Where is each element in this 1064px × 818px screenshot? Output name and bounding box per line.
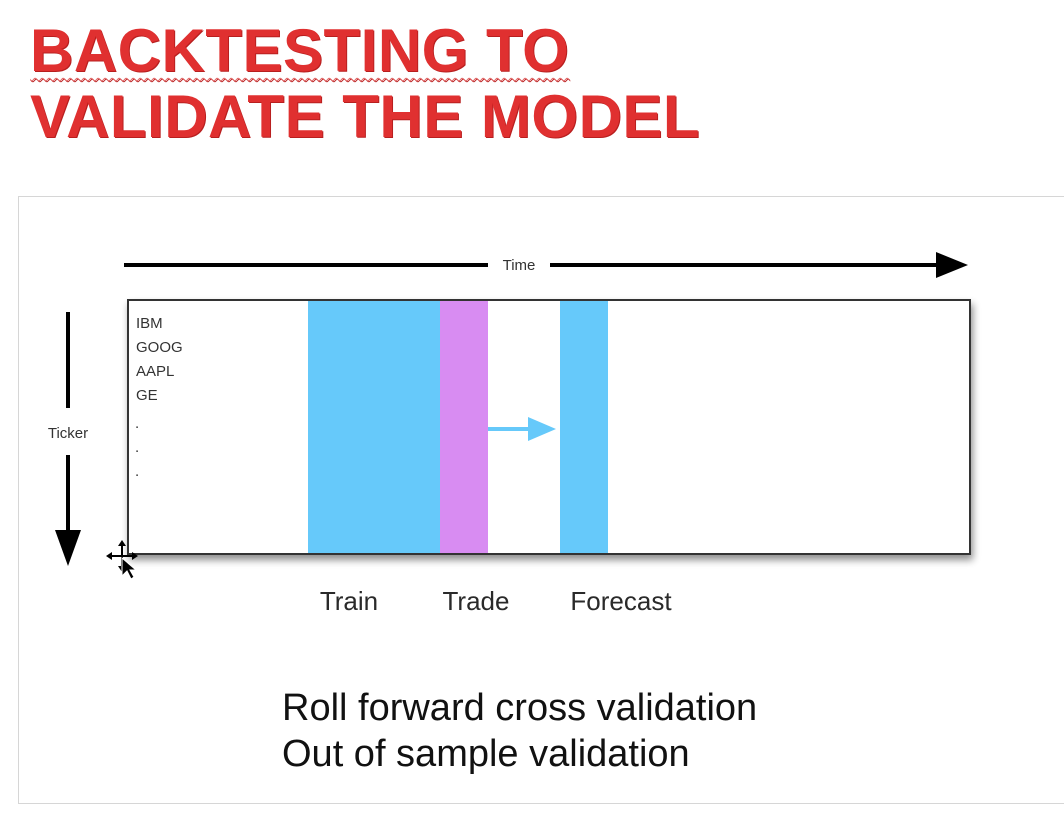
- caption-line-1: Roll forward cross validation: [282, 687, 757, 729]
- trade-window: [440, 300, 488, 554]
- slide-title: BACKTESTING TO VALIDATE THE MODEL: [30, 18, 700, 150]
- ticker-list: IBM GOOG AAPL GE . . .: [135, 315, 183, 480]
- ticker-axis-arrowhead-icon: [55, 530, 81, 566]
- slide-title-line-2: VALIDATE THE MODEL: [30, 83, 701, 150]
- train-label: Train: [320, 586, 378, 616]
- caption: Roll forward cross validation Out of sam…: [282, 687, 757, 775]
- ticker-axis: Ticker: [48, 312, 88, 566]
- ticker-item: GOOG: [136, 339, 183, 356]
- trade-to-forecast-arrow-icon: [488, 417, 556, 441]
- ticker-item: AAPL: [136, 363, 174, 380]
- ticker-ellipsis: .: [135, 415, 139, 432]
- ticker-item: IBM: [136, 315, 163, 332]
- window-labels: Train Trade Forecast: [320, 586, 672, 616]
- forecast-label: Forecast: [570, 586, 672, 616]
- ticker-axis-label: Ticker: [48, 425, 88, 442]
- caption-line-2: Out of sample validation: [282, 733, 690, 775]
- trade-label: Trade: [443, 586, 510, 616]
- time-axis: Time: [124, 252, 968, 278]
- move-cursor-icon: [106, 540, 138, 580]
- time-axis-arrowhead-icon: [936, 252, 968, 278]
- ticker-ellipsis: .: [135, 439, 139, 456]
- forecast-window: [560, 300, 608, 554]
- train-window: [308, 300, 440, 554]
- ticker-time-box-border: [127, 299, 971, 555]
- time-axis-label: Time: [503, 257, 536, 274]
- slide-title-line-1: BACKTESTING TO: [30, 17, 570, 84]
- ticker-ellipsis: .: [135, 463, 139, 480]
- ticker-item: GE: [136, 387, 158, 404]
